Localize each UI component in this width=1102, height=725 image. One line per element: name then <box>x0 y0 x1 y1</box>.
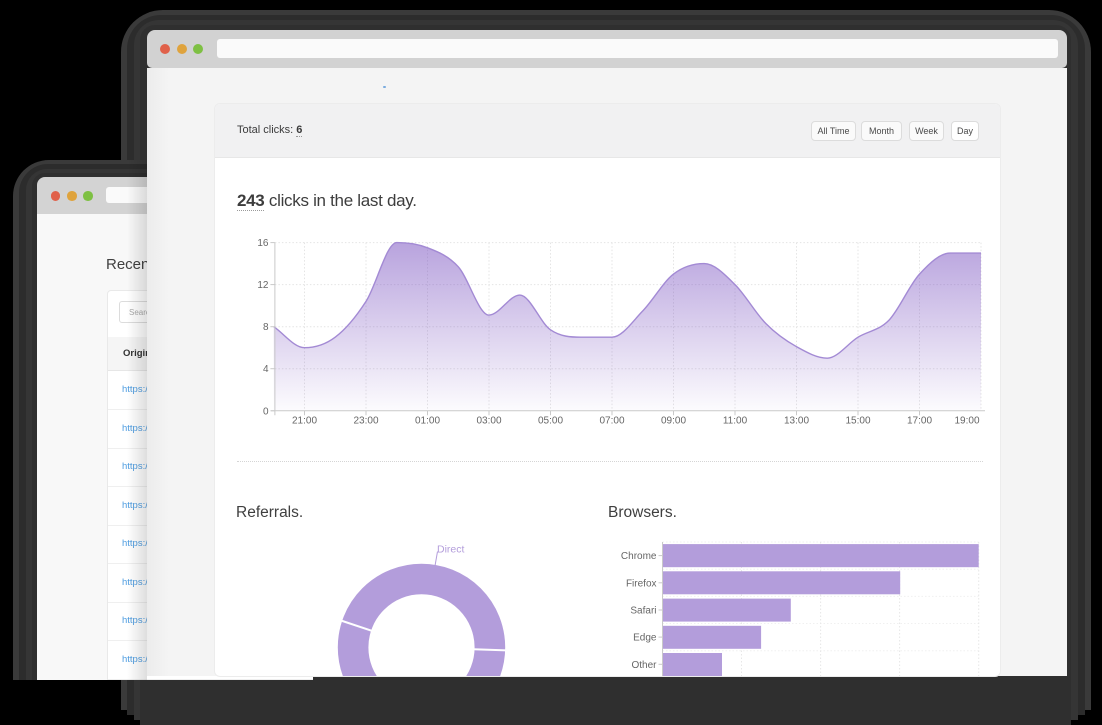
svg-text:4: 4 <box>263 364 269 375</box>
svg-text:15:00: 15:00 <box>845 416 870 427</box>
svg-text:21:00: 21:00 <box>292 416 317 427</box>
svg-text:Other: Other <box>631 660 657 671</box>
svg-text:Edge: Edge <box>633 633 657 644</box>
svg-text:Firefox: Firefox <box>626 578 657 589</box>
svg-text:17:00: 17:00 <box>907 416 932 427</box>
svg-text:19:00: 19:00 <box>954 416 979 427</box>
svg-text:07:00: 07:00 <box>599 416 624 427</box>
svg-text:01:00: 01:00 <box>415 416 440 427</box>
svg-text:0: 0 <box>263 406 269 417</box>
svg-text:Safari: Safari <box>630 606 656 617</box>
svg-text:8: 8 <box>263 322 269 333</box>
svg-text:09:00: 09:00 <box>661 416 686 427</box>
svg-text:12: 12 <box>257 280 269 291</box>
svg-text:Direct: Direct <box>437 544 465 556</box>
svg-text:13:00: 13:00 <box>784 416 809 427</box>
svg-text:03:00: 03:00 <box>476 416 501 427</box>
svg-text:11:00: 11:00 <box>723 416 748 427</box>
svg-text:Chrome: Chrome <box>621 551 657 562</box>
svg-text:05:00: 05:00 <box>538 416 563 427</box>
svg-text:16: 16 <box>257 238 269 249</box>
svg-text:23:00: 23:00 <box>353 416 378 427</box>
